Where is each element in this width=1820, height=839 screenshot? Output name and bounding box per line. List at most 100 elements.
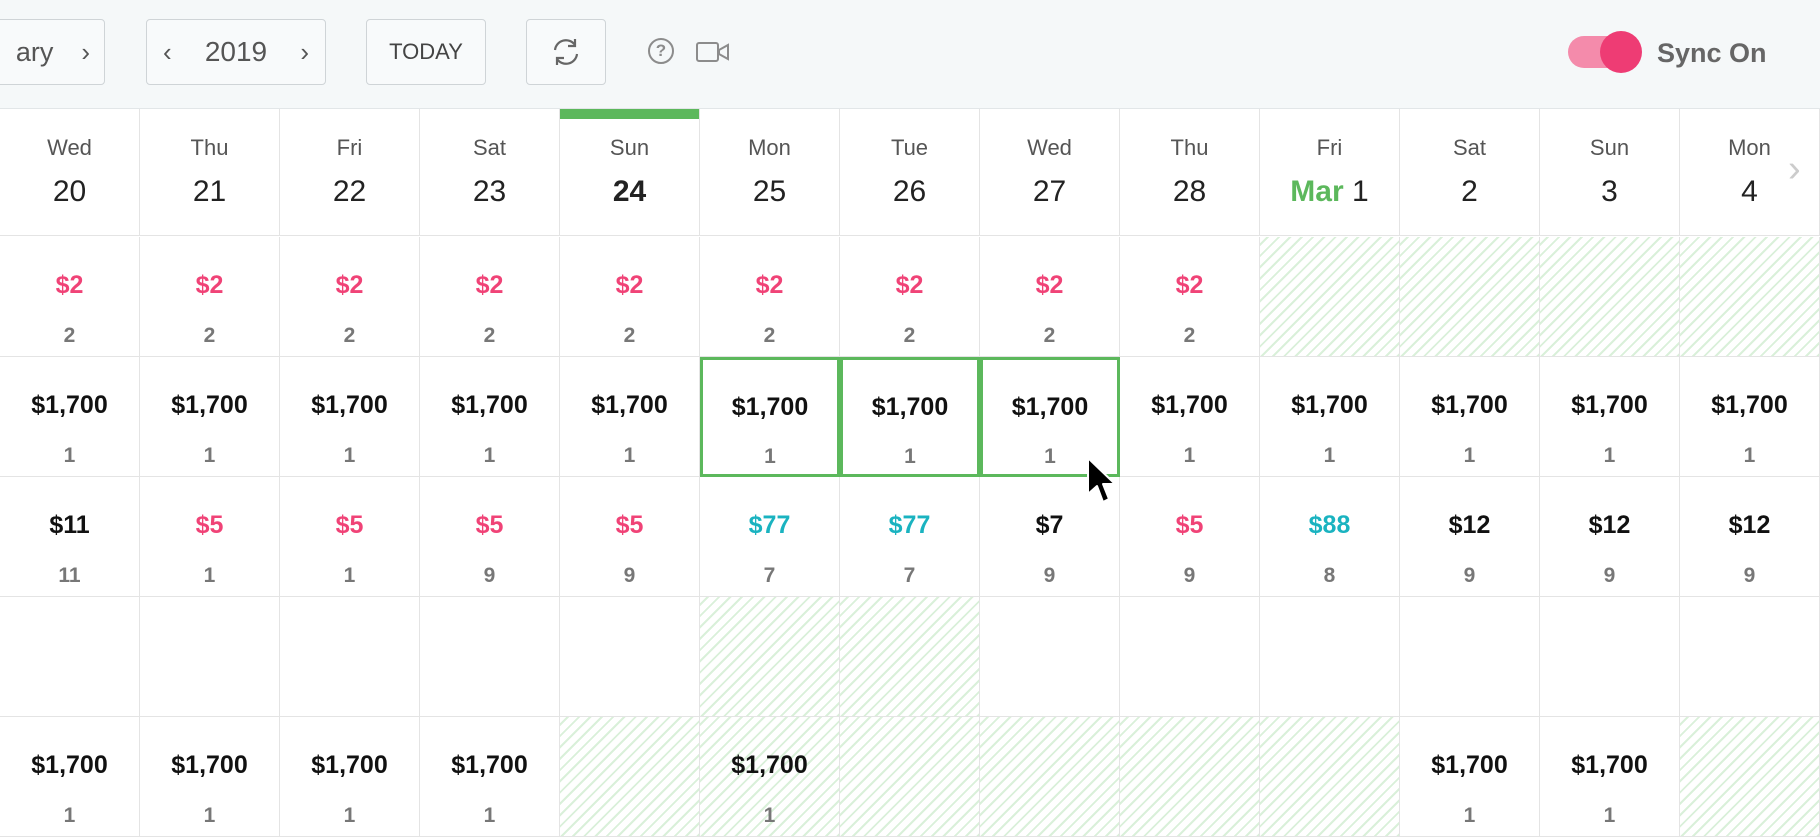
day-header[interactable]: Thu 28 (1120, 109, 1260, 236)
day-value: 20 (52, 175, 87, 208)
rate-cell[interactable] (1120, 597, 1260, 717)
rate-cell[interactable]: $1,700 1 (700, 357, 840, 477)
day-header[interactable]: Wed 20 (0, 109, 140, 236)
rate-cell[interactable]: $2 2 (0, 237, 140, 357)
rate-cell[interactable] (980, 597, 1120, 717)
rate-cell[interactable]: $1,700 1 (1260, 357, 1400, 477)
rate-cell[interactable]: $1,700 1 (420, 357, 560, 477)
rate-cell[interactable] (1680, 237, 1820, 357)
rate-cell[interactable] (1260, 717, 1400, 837)
rate-cell[interactable] (980, 717, 1120, 837)
rate-cell[interactable]: $1,700 1 (840, 357, 980, 477)
rate-cell[interactable]: $2 2 (980, 237, 1120, 357)
chevron-right-icon[interactable]: › (300, 36, 309, 67)
day-header[interactable]: Thu 21 (140, 109, 280, 236)
rate-cell[interactable] (1540, 597, 1680, 717)
rate-cell[interactable]: $2 2 (280, 237, 420, 357)
help-icon[interactable]: ? (648, 38, 674, 64)
today-button[interactable]: TODAY (366, 19, 486, 85)
rate-cell[interactable] (280, 597, 420, 717)
rate-cell[interactable]: $2 2 (1120, 237, 1260, 357)
chevron-left-icon[interactable]: ‹ (163, 36, 172, 67)
rate-cell[interactable]: $1,700 1 (0, 357, 140, 477)
rate-cell[interactable]: $1,700 1 (700, 717, 840, 837)
cell-count: 1 (1463, 804, 1476, 827)
day-header[interactable]: Mon 4 (1680, 109, 1820, 236)
day-header[interactable]: Fri Mar 1 (1260, 109, 1400, 236)
rate-cell[interactable] (700, 597, 840, 717)
rate-cell[interactable]: $5 9 (1120, 477, 1260, 597)
cell-count: 9 (1043, 564, 1056, 587)
rate-cell[interactable]: $1,700 1 (1540, 357, 1680, 477)
rate-cell[interactable] (0, 597, 140, 717)
rate-cell[interactable]: $1,700 1 (1680, 357, 1820, 477)
day-header[interactable]: Sat 23 (420, 109, 560, 236)
chevron-right-icon[interactable]: › (81, 36, 90, 67)
rate-cell[interactable] (1260, 237, 1400, 357)
rate-cell[interactable]: $1,700 1 (980, 357, 1120, 477)
rate-cell[interactable] (840, 597, 980, 717)
rate-cell[interactable]: $12 9 (1540, 477, 1680, 597)
rate-cell[interactable]: $88 8 (1260, 477, 1400, 597)
rate-cell[interactable] (420, 597, 560, 717)
rate-cell[interactable] (1400, 597, 1540, 717)
day-header[interactable]: Mon 25 (700, 109, 840, 236)
weekday-label: Sun (609, 135, 650, 160)
rate-cell[interactable]: $11 11 (0, 477, 140, 597)
rate-cell[interactable]: $1,700 1 (280, 717, 420, 837)
rate-cell[interactable]: $2 2 (560, 237, 700, 357)
rate-cell[interactable]: $1,700 1 (1400, 717, 1540, 837)
rate-cell[interactable]: $77 7 (840, 477, 980, 597)
cell-price: $1,700 (31, 751, 108, 779)
day-number: 26 (840, 175, 979, 209)
rate-cell[interactable]: $1,700 1 (0, 717, 140, 837)
rate-cell[interactable]: $1,700 1 (140, 357, 280, 477)
rate-cell[interactable] (140, 597, 280, 717)
rate-cell[interactable]: $12 9 (1400, 477, 1540, 597)
rate-cell[interactable]: $1,700 1 (140, 717, 280, 837)
rate-cell[interactable]: $12 9 (1680, 477, 1820, 597)
rate-cell[interactable] (1680, 717, 1820, 837)
day-header[interactable]: Sun 24 (560, 109, 700, 236)
rate-cell[interactable] (560, 597, 700, 717)
video-icon[interactable] (696, 41, 730, 63)
rate-cell[interactable]: $1,700 1 (1400, 357, 1540, 477)
rate-cell[interactable] (1400, 237, 1540, 357)
rate-cell[interactable]: $1,700 1 (1120, 357, 1260, 477)
day-header[interactable]: Sat 2 (1400, 109, 1540, 236)
day-header[interactable]: Sun 3 (1540, 109, 1680, 236)
rate-cell[interactable]: $7 9 (980, 477, 1120, 597)
rate-cell[interactable]: $1,700 1 (560, 357, 700, 477)
rate-cell[interactable] (1540, 237, 1680, 357)
rate-cell[interactable] (1260, 597, 1400, 717)
rate-cell[interactable]: $2 2 (140, 237, 280, 357)
year-selector: ‹ 2019 › (146, 19, 326, 85)
cell-count: 11 (58, 564, 81, 587)
rate-cell[interactable]: $5 9 (420, 477, 560, 597)
day-header[interactable]: Tue 26 (840, 109, 980, 236)
rate-cell[interactable] (1680, 597, 1820, 717)
rate-cell[interactable] (1120, 717, 1260, 837)
rate-cell[interactable]: $1,700 1 (280, 357, 420, 477)
sync-toggle[interactable] (1568, 31, 1642, 73)
cell-count: 1 (1323, 444, 1336, 467)
rate-cell[interactable]: $77 7 (700, 477, 840, 597)
cell-price: $2 (475, 271, 504, 299)
day-header[interactable]: Wed 27 (980, 109, 1120, 236)
rate-cell[interactable]: $2 2 (700, 237, 840, 357)
rate-cell[interactable]: $5 1 (280, 477, 420, 597)
refresh-button[interactable] (526, 19, 606, 85)
rate-cell[interactable] (560, 717, 700, 837)
day-header[interactable]: Fri 22 (280, 109, 420, 236)
rate-cell[interactable]: $5 1 (140, 477, 280, 597)
rate-cell[interactable]: $2 2 (840, 237, 980, 357)
rate-cell[interactable]: $1,700 1 (420, 717, 560, 837)
rate-cell[interactable] (840, 717, 980, 837)
rate-cell[interactable]: $1,700 1 (1540, 717, 1680, 837)
next-arrow-icon[interactable]: › (1788, 148, 1801, 190)
cell-count: 9 (1603, 564, 1616, 587)
rate-cell[interactable]: $2 2 (420, 237, 560, 357)
cell-price: $2 (1175, 271, 1204, 299)
month-selector[interactable]: ary › (0, 19, 105, 85)
rate-cell[interactable]: $5 9 (560, 477, 700, 597)
